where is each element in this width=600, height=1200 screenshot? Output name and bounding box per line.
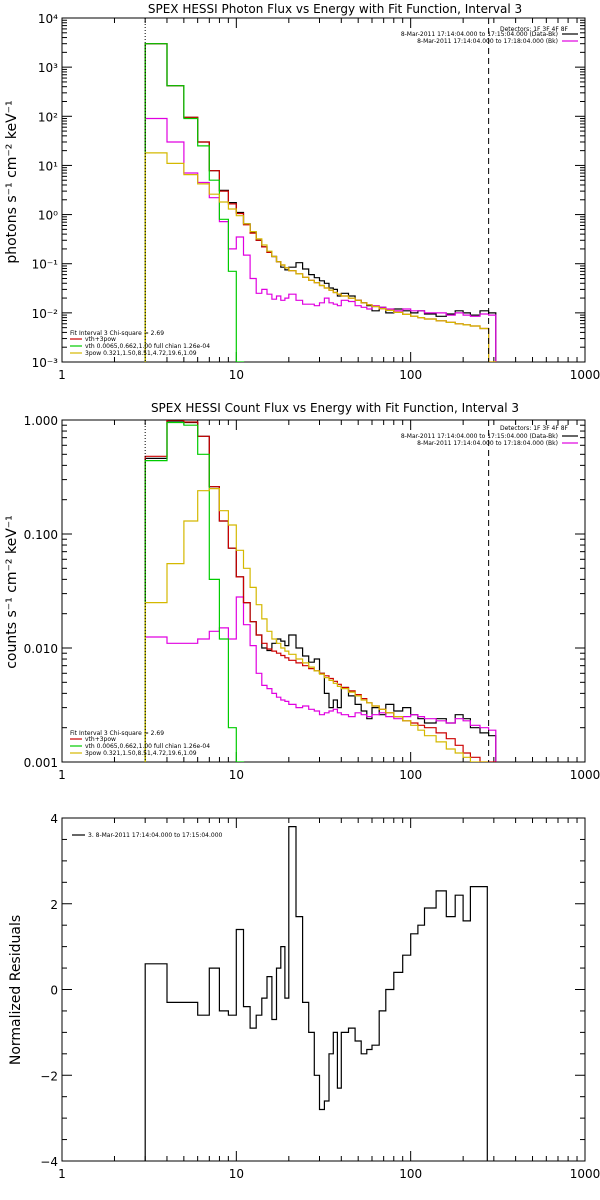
count-x-tick-label: 100	[399, 768, 422, 782]
count-series-3	[144, 421, 245, 762]
count-y-tick-label: 0.010	[24, 642, 58, 656]
residual-chart-ylabel: Normalized Residuals	[8, 915, 24, 1065]
photon-y-tick-label: 10⁰	[38, 209, 58, 223]
count-legend-label: 8-Mar-2011 17:14:04.000 to 17:18:04.000 …	[417, 440, 558, 447]
residual-x-tick-label: 10	[229, 1167, 244, 1181]
photon-fit-legend-label: vth+3pow	[85, 336, 116, 343]
count-fit-header: Fit Interval 3 Chi-square = 2.69	[70, 730, 164, 737]
photon-y-tick-label: 10³	[38, 61, 58, 75]
count-fit-legend-label: vth+3pow	[85, 736, 116, 743]
count-plot: 1 10 100 1000 0.001 0.010 0.100 1.000 8-Mar-2011…	[24, 414, 600, 782]
count-series-2	[144, 420, 497, 762]
residual-y-tick-label: −2	[40, 1069, 58, 1083]
photon-y-tick-label: 10¹	[38, 159, 58, 173]
count-y-tick-label: 1.000	[24, 414, 58, 428]
count-series-4	[144, 488, 488, 762]
count-fit-legend-label: vth 0.0065,0.662,1.00 full chian 1.26e-0…	[85, 743, 210, 750]
photon-x-tick-label: 1000	[570, 368, 600, 382]
photon-y-tick-label: 10²	[38, 110, 58, 124]
photon-series-4	[144, 152, 497, 362]
photon-x-tick-label: 100	[399, 368, 422, 382]
count-x-tick-label: 1000	[570, 768, 600, 782]
photon-plot: 1 10 100 1000 10⁻³ 10⁻² 10⁻¹ 10⁰ 10¹ 10² 10³ 10⁴ 8-M…	[32, 12, 600, 382]
count-fit-legend-label: 3pow 0.321,1.50,8.51,4.72,19.6,1.09	[85, 750, 197, 757]
photon-x-tick-label: 1	[58, 368, 66, 382]
photon-legend-label: 8-Mar-2011 17:14:04.000 to 17:15:04.000 …	[401, 31, 558, 38]
count-x-tick-label: 1	[58, 768, 66, 782]
residual-x-tick-label: 1	[58, 1167, 66, 1181]
photon-series-3	[144, 43, 245, 362]
residual-series-0	[144, 826, 488, 1161]
count-chart-ylabel: counts s⁻¹ cm⁻² keV⁻¹	[4, 515, 20, 669]
photon-legend-label: 8-Mar-2011 17:14:04.000 to 17:18:04.000 …	[417, 38, 558, 45]
photon-y-tick-label: 10⁻³	[32, 356, 59, 370]
residual-y-tick-label: 4	[50, 812, 58, 826]
photon-x-tick-label: 10	[229, 368, 244, 382]
count-series-1	[144, 596, 497, 762]
count-plot-frame	[61, 419, 586, 763]
count-y-tick-label: 0.001	[24, 756, 58, 770]
residual-plot: 1 10 100 1000 −4 −2 0 2 4 3. 8-Mar-2011 17:14:04.…	[40, 812, 600, 1181]
count-chart-title: SPEX HESSI Count Flux vs Energy with Fit…	[151, 401, 519, 415]
photon-chart-title: SPEX HESSI Photon Flux vs Energy with Fi…	[148, 2, 522, 16]
residual-y-tick-label: 2	[50, 898, 58, 912]
photon-legend-detectors: Detectors: 1F 3F 4F 8F	[500, 26, 569, 33]
count-x-tick-label: 10	[229, 768, 244, 782]
photon-y-tick-label: 10⁴	[38, 12, 58, 26]
photon-fit-legend-label: vth 0.0065,0.662,1.00 full chian 1.26e-0…	[85, 343, 210, 350]
photon-y-tick-label: 10⁻¹	[32, 258, 59, 272]
photon-fit-header: Fit Interval 3 Chi-square = 2.69	[70, 330, 164, 337]
residual-legend-label: 3. 8-Mar-2011 17:14:04.000 to 17:15:04.0…	[88, 832, 223, 839]
photon-plot-frame	[61, 17, 586, 363]
count-legend-detectors: Detectors: 1F 3F 4F 8F	[500, 425, 569, 432]
photon-series-0	[144, 43, 497, 362]
count-y-tick-label: 0.100	[24, 528, 58, 542]
residual-y-tick-label: −4	[40, 1155, 58, 1169]
photon-fit-legend-label: 3pow 0.321,1.50,8.51,4.72,19.6,1.09	[85, 350, 197, 357]
photon-y-tick-label: 10⁻²	[32, 307, 59, 321]
photon-series-1	[144, 117, 497, 362]
count-series-0	[144, 420, 497, 762]
count-legend-label: 8-Mar-2011 17:14:04.000 to 17:15:04.000 …	[401, 433, 558, 440]
residual-y-tick-label: 0	[50, 984, 58, 998]
residual-x-tick-label: 100	[399, 1167, 422, 1181]
photon-chart-ylabel: photons s⁻¹ cm⁻² keV⁻¹	[4, 100, 20, 263]
residual-x-tick-label: 1000	[570, 1167, 600, 1181]
